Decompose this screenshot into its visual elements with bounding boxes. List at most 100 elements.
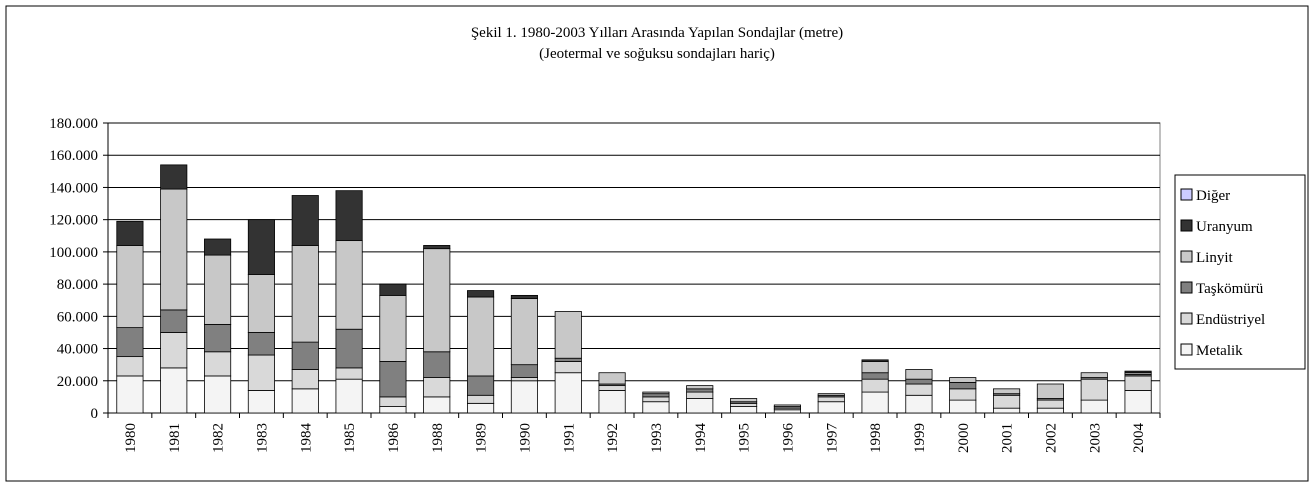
y-tick-label: 140.000: [49, 180, 98, 196]
bar-segment: [423, 351, 451, 378]
legend-swatch: [1180, 188, 1193, 201]
bar-segment: [247, 332, 275, 356]
bar-segment: [905, 383, 933, 396]
bar-segment: [116, 245, 144, 329]
bar-segment: [510, 298, 538, 366]
bar-segment: [423, 396, 451, 414]
bar-segment: [116, 220, 144, 246]
x-tick-label: 1997: [824, 423, 840, 454]
bar-segment: [642, 401, 670, 414]
bar-segment: [686, 398, 714, 414]
bar-segment: [1036, 407, 1064, 414]
x-tick-label: 1998: [868, 423, 884, 453]
bar-segment: [554, 361, 582, 374]
chart-title: Şekil 1. 1980-2003 Yılları Arasında Yapı…: [471, 25, 843, 41]
x-tick-label: 1985: [342, 423, 358, 453]
bar-segment: [1124, 375, 1152, 391]
bar-segment: [861, 372, 889, 380]
legend-label: Linyit: [1196, 250, 1233, 266]
bar-segment: [204, 375, 232, 414]
plot-area: [107, 122, 1161, 414]
bar-segment: [598, 390, 626, 414]
bar-segment: [1036, 383, 1064, 399]
x-tick-label: 1990: [517, 423, 533, 453]
bar-segment: [291, 245, 319, 343]
bar-segment: [379, 406, 407, 414]
chart-subtitle: (Jeotermal ve soğuksu sondajları hariç): [539, 46, 775, 62]
bar-segment: [160, 188, 188, 311]
bar-segment: [423, 245, 451, 250]
bar-segment: [467, 290, 495, 298]
bar-segment: [116, 327, 144, 358]
bar-segment: [861, 361, 889, 374]
x-tick-label: 1995: [737, 423, 753, 453]
bar-segment: [598, 385, 626, 391]
y-tick-label: 20.000: [57, 374, 98, 390]
x-tick-label: 2004: [1131, 423, 1147, 454]
bar-segment: [510, 380, 538, 414]
bar-segment: [993, 388, 1021, 395]
legend-swatch: [1180, 250, 1193, 263]
bar-segment: [291, 195, 319, 246]
legend-label: Diğer: [1196, 188, 1230, 204]
bar-segment: [335, 367, 363, 380]
bar-segment: [949, 388, 977, 401]
bar-segment: [993, 394, 1021, 409]
bar-segment: [160, 164, 188, 190]
bar-segment: [204, 323, 232, 353]
bar-segment: [554, 372, 582, 414]
y-tick-label: 100.000: [49, 245, 98, 261]
y-tick-label: 180.000: [49, 116, 98, 132]
x-tick-label: 1994: [693, 423, 709, 454]
bar-segment: [773, 404, 801, 407]
bar-segment: [1080, 378, 1108, 401]
legend-label: Metalik: [1196, 343, 1243, 359]
bar-segment: [686, 388, 714, 393]
x-tick-label: 2001: [1000, 423, 1016, 453]
bar-segment: [949, 377, 977, 383]
bar-segment: [905, 394, 933, 414]
bar-segment: [598, 372, 626, 385]
bar-segment: [817, 393, 845, 396]
bar-segment: [247, 274, 275, 333]
bar-segment: [379, 294, 407, 362]
legend-label: Taşkömürü: [1196, 281, 1264, 297]
bar-segment: [467, 402, 495, 414]
bar-segment: [335, 240, 363, 330]
bar-segment: [1080, 399, 1108, 414]
bar-segment: [730, 402, 758, 407]
bar-segment: [335, 190, 363, 242]
bar-segment: [510, 294, 538, 300]
bar-segment: [554, 311, 582, 359]
bar-segment: [861, 359, 889, 362]
bar-segment: [817, 401, 845, 414]
bar-segment: [642, 396, 670, 403]
bar-segment: [949, 381, 977, 390]
x-tick-label: 1982: [211, 423, 227, 453]
bar-segment: [686, 391, 714, 399]
bar-segment: [861, 391, 889, 414]
x-tick-label: 1981: [167, 423, 183, 453]
bar-segment: [204, 254, 232, 325]
x-tick-label: 1983: [254, 423, 270, 453]
bar-segment: [949, 399, 977, 414]
legend-swatch: [1180, 281, 1193, 294]
x-tick-label: 2003: [1087, 423, 1103, 453]
y-tick-label: 40.000: [57, 342, 98, 358]
bar-segment: [905, 378, 933, 385]
bar-segment: [160, 309, 188, 333]
bar-segment: [247, 354, 275, 391]
bar-segment: [730, 398, 758, 403]
legend-swatch: [1180, 343, 1193, 356]
bar-segment: [467, 375, 495, 396]
x-tick-label: 1988: [430, 423, 446, 453]
bar-segment: [291, 388, 319, 414]
bar-segment: [335, 328, 363, 369]
bar-segment: [642, 393, 670, 398]
x-tick-label: 1980: [123, 423, 139, 453]
x-tick-label: 1986: [386, 423, 402, 454]
x-tick-label: 2000: [956, 423, 972, 453]
bar-segment: [204, 351, 232, 377]
bar-segment: [1124, 390, 1152, 414]
bar-segment: [730, 406, 758, 414]
